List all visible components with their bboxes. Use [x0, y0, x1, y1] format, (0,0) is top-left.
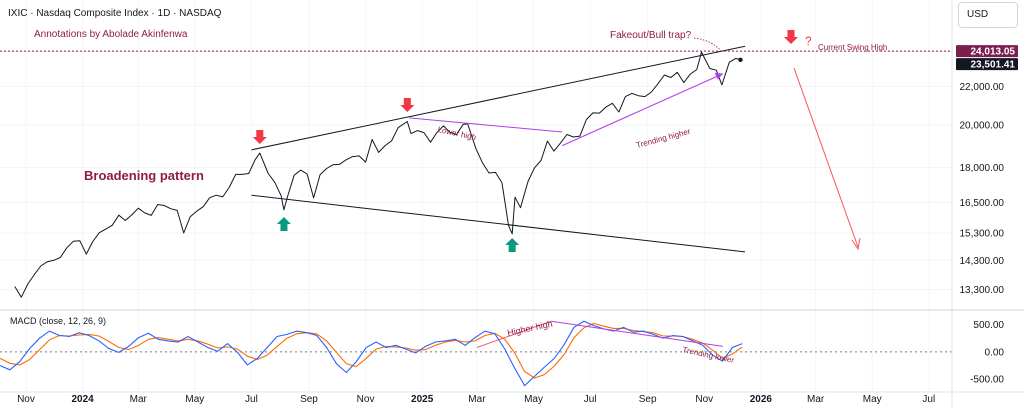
fakeout-label: Fakeout/Bull trap? — [610, 30, 692, 41]
question-mark: ? — [805, 34, 812, 48]
macd-line[interactable] — [0, 320, 743, 387]
swing-high-price-badge: 24,013.05 — [971, 47, 1016, 58]
time-tick-label: 2024 — [71, 394, 94, 405]
macd-pane[interactable] — [0, 320, 952, 387]
price-tick-label: 22,000.00 — [960, 82, 1005, 93]
time-tick-label: 2025 — [411, 394, 434, 405]
time-tick-label: Mar — [130, 394, 148, 405]
annotation-credit: Annotations by Abolade Akinfenwa — [34, 29, 188, 40]
pattern-label: Broadening pattern — [84, 168, 204, 183]
upper-trendline — [251, 45, 746, 151]
last-price-badge: 23,501.41 — [971, 60, 1016, 71]
higher-high-label: Higher high — [506, 319, 553, 338]
currency-selector[interactable]: USD — [958, 2, 1018, 28]
signal-line[interactable] — [0, 322, 743, 379]
chart-title[interactable]: IXIC · Nasdaq Composite Index · 1D · NAS… — [8, 8, 222, 19]
time-tick-label: Sep — [300, 394, 318, 405]
higher-high-line — [476, 320, 552, 348]
swing-high-label: Current Swing High — [818, 43, 887, 52]
sell-arrow-icon — [252, 130, 267, 144]
macd-tick-label: 500.00 — [973, 320, 1004, 331]
fakeout-pointer — [693, 37, 723, 53]
swing-high-price-badge-bg — [956, 45, 1018, 58]
time-tick-label: Mar — [468, 394, 486, 405]
time-tick-label: May — [524, 394, 543, 405]
time-tick-label: May — [863, 394, 882, 405]
macd-tick-label: -500.00 — [970, 375, 1004, 386]
annotations: ? Broadening pattern Fakeout/Bull trap? Cur… — [0, 30, 952, 365]
projection-arrowhead — [851, 237, 861, 251]
lower-high-line — [409, 117, 563, 133]
trending-lower-label: Trending lower — [682, 345, 736, 365]
price-tick-label: 20,000.00 — [960, 120, 1005, 131]
lower-high-label: Lower high — [437, 125, 477, 142]
time-tick-label: Nov — [695, 394, 713, 405]
price-tick-label: 13,300.00 — [960, 285, 1005, 296]
time-tick-label: Nov — [17, 394, 35, 405]
trending-higher-arrowhead — [714, 72, 723, 80]
last-price-dot — [738, 57, 743, 62]
price-tick-label: 18,000.00 — [960, 163, 1005, 174]
price-tick-label: 15,300.00 — [960, 228, 1005, 239]
time-tick-label: 2026 — [750, 394, 773, 405]
lower-trendline — [251, 194, 746, 253]
price-pane[interactable] — [14, 51, 743, 298]
grid — [0, 50, 952, 291]
macd-legend-label[interactable]: MACD (close, 12, 26, 9) — [10, 316, 107, 326]
projection-line — [793, 67, 859, 248]
macd-tick-label: 0.00 — [985, 347, 1005, 358]
buy-arrow-icon — [276, 217, 291, 231]
trending-higher-line — [562, 73, 724, 147]
time-tick-label: May — [185, 394, 204, 405]
sell-arrow-icon — [400, 98, 415, 112]
time-tick-label: Mar — [807, 394, 825, 405]
time-tick-label: Sep — [639, 394, 657, 405]
last-price-badge-bg — [956, 58, 1018, 71]
price-line[interactable] — [14, 51, 741, 298]
price-tick-label: 16,500.00 — [960, 198, 1005, 209]
trending-higher-label: Trending higher — [635, 127, 691, 150]
time-tick-label: Jul — [245, 394, 258, 405]
time-tick-label: Nov — [357, 394, 375, 405]
sell-arrow-icon — [784, 30, 798, 44]
price-tick-label: 14,300.00 — [960, 256, 1005, 267]
trending-lower-line — [551, 320, 723, 347]
time-tick-label: Jul — [922, 394, 935, 405]
buy-arrow-icon — [505, 238, 520, 252]
time-tick-label: Jul — [584, 394, 597, 405]
